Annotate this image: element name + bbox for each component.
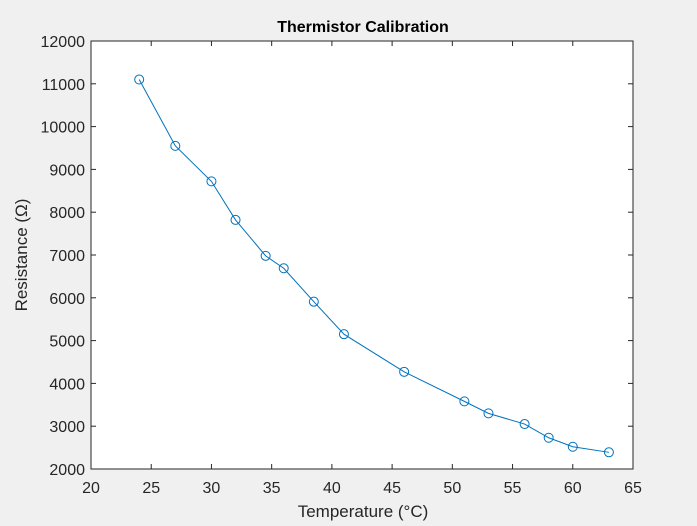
y-tick-label: 4000 (49, 376, 85, 393)
axes (90, 40, 634, 470)
tick-labels: 20 25 30 35 40 45 50 55 60 65 2000 3000 4000 5000 6000… (41, 34, 643, 497)
x-tick-label: 30 (203, 480, 221, 497)
y-tick-label: 8000 (49, 205, 85, 222)
y-tick-label: 12000 (41, 34, 86, 51)
y-tick-label: 7000 (49, 248, 85, 265)
x-tick-label: 50 (443, 480, 461, 497)
data-point (338, 329, 349, 340)
data-point (459, 396, 470, 407)
y-tick-label: 6000 (49, 291, 85, 308)
x-tick-label: 35 (263, 480, 281, 497)
data-point (603, 447, 614, 458)
series-line (138, 79, 609, 453)
x-tick-label: 55 (504, 480, 522, 497)
data-point (399, 366, 410, 377)
y-tick-label: 2000 (49, 462, 85, 479)
x-tick-label: 25 (142, 480, 160, 497)
data-point (543, 432, 554, 443)
y-tick-label: 10000 (41, 120, 86, 137)
x-tick-label: 20 (82, 480, 100, 497)
data-point (278, 263, 289, 274)
x-tick-label: 45 (383, 480, 401, 497)
x-axis-title: Temperature (°C) (298, 502, 429, 521)
y-tick-label: 11000 (42, 77, 85, 94)
data-point (483, 408, 494, 419)
plot-area (91, 41, 633, 469)
y-tick-label: 3000 (49, 419, 85, 436)
data-point (170, 140, 181, 151)
x-tick-label: 40 (323, 480, 341, 497)
data-point (519, 419, 530, 430)
x-tick-label: 60 (564, 480, 582, 497)
series-layer (134, 74, 614, 458)
data-point (230, 214, 241, 225)
chart-title: Thermistor Calibration (277, 19, 449, 36)
y-tick-label: 5000 (49, 334, 85, 351)
data-point (308, 296, 319, 307)
data-point (567, 441, 578, 452)
y-axis-title: Resistance (Ω) (12, 199, 31, 312)
data-point (134, 74, 145, 85)
y-tick-label: 9000 (49, 162, 85, 179)
x-tick-label: 65 (624, 480, 642, 497)
data-point (206, 176, 217, 187)
data-point (260, 250, 271, 261)
